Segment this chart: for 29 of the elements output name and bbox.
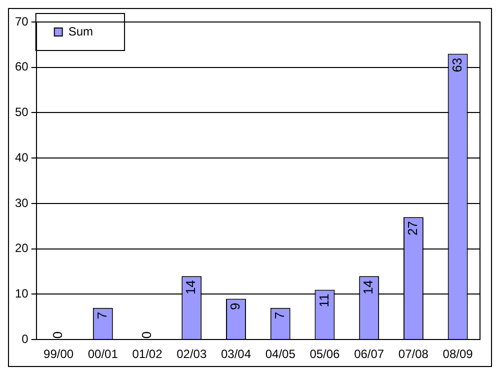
y-tick-label: 0 [22,332,29,346]
y-tick-label: 30 [14,196,29,210]
x-tick-label: 03/04 [220,347,252,362]
y-tick-label: 60 [14,60,29,74]
data-label: 9 [228,302,243,310]
y-tick-label: 70 [14,14,29,28]
x-tick-label: 05/06 [310,347,340,362]
data-label: 0 [50,331,66,339]
legend-label: Sum [68,24,94,38]
x-tick-label: 04/05 [265,347,296,362]
data-label: 0 [138,331,154,339]
data-label: 7 [272,312,287,320]
data-label: 7 [94,312,110,320]
y-tick-label: 50 [14,105,29,120]
x-tick-label: 07/08 [398,347,429,362]
y-tick-label: 20 [14,241,29,256]
data-label: 63 [449,58,464,72]
x-tick-label: 00/01 [88,347,118,362]
x-tick-label: 06/07 [354,347,384,362]
y-tick-label: 40 [14,150,29,164]
y-tick-label: 10 [14,286,29,301]
data-label: 27 [405,221,420,236]
x-tick-label: 99/00 [44,347,74,362]
x-tick-label: 08/09 [442,347,474,362]
data-label: 14 [360,280,376,295]
data-label: 11 [316,294,332,308]
x-tick-label: 02/03 [176,347,207,362]
data-label: 14 [183,280,198,295]
x-tick-label: 01/02 [132,347,163,362]
